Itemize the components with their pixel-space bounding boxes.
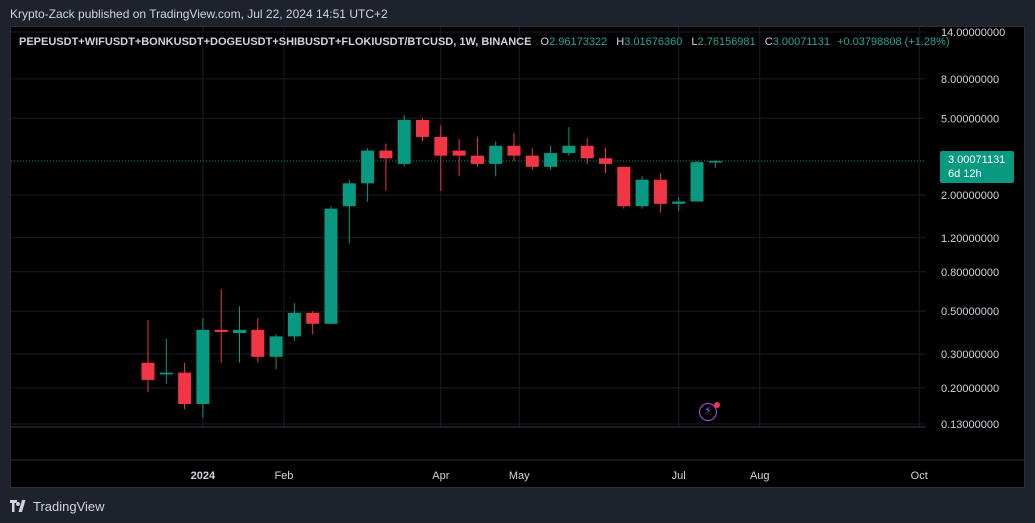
y-tick-label: 8.00000000 xyxy=(941,74,999,86)
candlestick-chart[interactable]: 14.00000000 8.00000000 5.00000000 2.0000000… xyxy=(11,27,1024,487)
candle-body[interactable] xyxy=(690,162,704,202)
close-value: 3.00071131 xyxy=(772,36,830,48)
candle-body[interactable] xyxy=(708,161,722,163)
lightning-icon[interactable]: ⚡ xyxy=(699,403,717,421)
y-tick-label: 0.30000000 xyxy=(941,349,999,361)
y-tick-label: 0.50000000 xyxy=(941,306,999,318)
candle-body[interactable] xyxy=(196,329,210,405)
x-tick-label: Oct xyxy=(911,470,928,482)
ohlc-legend: PEPEUSDT+WIFUSDT+BONKUSDT+DOGEUSDT+SHIBU… xyxy=(19,36,950,48)
candle-body[interactable] xyxy=(635,179,649,207)
change-value: +0.03798808 (+1.28%) xyxy=(837,36,950,48)
open-label: O xyxy=(540,36,550,48)
candle-body[interactable] xyxy=(379,150,393,159)
x-tick-label: Aug xyxy=(750,470,770,482)
candle-body[interactable] xyxy=(306,312,320,324)
symbol-label: PEPEUSDT+WIFUSDT+BONKUSDT+DOGEUSDT+SHIBU… xyxy=(19,36,532,48)
x-tick-label: Apr xyxy=(432,470,449,482)
candle-body[interactable] xyxy=(489,145,503,164)
candle-body[interactable] xyxy=(617,166,631,207)
low-value: 2.76156981 xyxy=(697,36,756,48)
candle-body[interactable] xyxy=(470,155,484,164)
candle-body[interactable] xyxy=(507,145,521,156)
candle-body[interactable] xyxy=(599,158,612,164)
y-tick-label: 2.00000000 xyxy=(941,190,999,202)
low-label: L xyxy=(691,36,698,48)
candle-body[interactable] xyxy=(672,201,686,204)
y-tick-label: 0.80000000 xyxy=(941,267,999,279)
publisher-line: Krypto-Zack published on TradingView.com… xyxy=(10,7,388,21)
candle-body[interactable] xyxy=(324,208,338,324)
x-tick-label: Jul xyxy=(672,470,686,482)
candle-body[interactable] xyxy=(525,155,539,167)
y-tick-label: 14.00000000 xyxy=(941,27,1005,39)
notification-dot-icon xyxy=(714,402,720,408)
candle-body[interactable] xyxy=(562,145,576,154)
candle-body[interactable] xyxy=(653,179,667,204)
candle-body[interactable] xyxy=(287,312,301,337)
chart-frame[interactable]: 14.00000000 8.00000000 5.00000000 2.0000000… xyxy=(10,26,1025,488)
high-label: H xyxy=(616,36,625,48)
y-tick-label: 5.00000000 xyxy=(941,113,999,125)
brand-name: TradingView xyxy=(33,498,105,514)
last-price-value: 3.00071131 xyxy=(948,154,1006,166)
candle-body[interactable] xyxy=(452,150,466,156)
candle-body[interactable] xyxy=(397,119,411,164)
candle-body[interactable] xyxy=(544,153,558,167)
tradingview-logo-icon xyxy=(10,500,26,512)
open-value: 2.96173322 xyxy=(549,36,608,48)
close-label: C xyxy=(764,36,773,48)
candle-body[interactable] xyxy=(269,336,283,357)
candle-body[interactable] xyxy=(141,362,155,380)
y-tick-label: 1.20000000 xyxy=(941,233,999,245)
x-tick-label: 2024 xyxy=(191,470,216,482)
candle-body[interactable] xyxy=(251,329,265,357)
candle-body[interactable] xyxy=(361,150,375,184)
high-value: 3.01676360 xyxy=(624,36,683,48)
candle-body[interactable] xyxy=(580,145,594,159)
x-tick-label: Feb xyxy=(274,470,293,482)
footer-brand[interactable]: TradingView xyxy=(10,496,105,516)
bar-countdown: 6d 12h xyxy=(948,168,982,180)
candle-body[interactable] xyxy=(214,329,228,332)
x-tick-label: May xyxy=(509,470,530,482)
candle-body[interactable] xyxy=(159,372,173,375)
last-price-tag: 3.00071131 6d 12h xyxy=(940,151,1014,183)
candle-body[interactable] xyxy=(233,329,246,334)
candle-body[interactable] xyxy=(342,183,356,207)
y-tick-label: 0.20000000 xyxy=(941,383,999,395)
candle-body[interactable] xyxy=(178,372,192,405)
candle-body[interactable] xyxy=(434,136,448,156)
y-tick-label: 0.13000000 xyxy=(941,419,999,431)
candle-body[interactable] xyxy=(416,119,429,137)
